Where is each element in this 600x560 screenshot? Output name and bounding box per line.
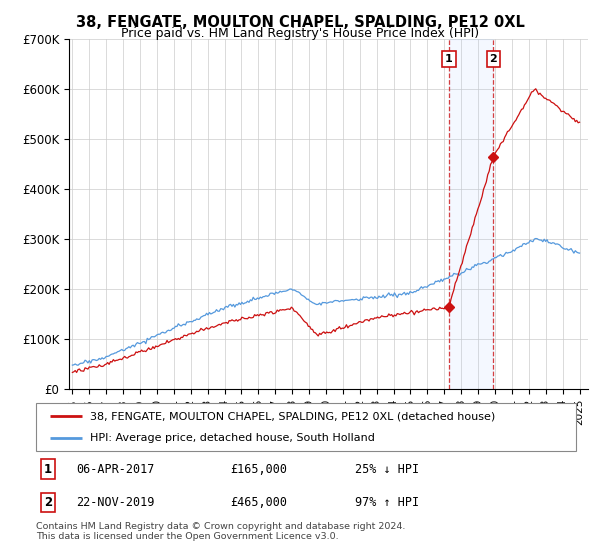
Text: 2: 2 xyxy=(44,496,52,509)
Text: Price paid vs. HM Land Registry's House Price Index (HPI): Price paid vs. HM Land Registry's House … xyxy=(121,27,479,40)
Bar xyxy=(449,39,493,389)
Text: 22-NOV-2019: 22-NOV-2019 xyxy=(77,496,155,509)
Text: 38, FENGATE, MOULTON CHAPEL, SPALDING, PE12 0XL (detached house): 38, FENGATE, MOULTON CHAPEL, SPALDING, P… xyxy=(90,411,495,421)
Text: 1: 1 xyxy=(44,463,52,475)
Text: HPI: Average price, detached house, South Holland: HPI: Average price, detached house, Sout… xyxy=(90,433,375,443)
Text: £165,000: £165,000 xyxy=(230,463,287,475)
Text: 1: 1 xyxy=(445,54,453,64)
Text: £465,000: £465,000 xyxy=(230,496,287,509)
Text: Contains HM Land Registry data © Crown copyright and database right 2024.
This d: Contains HM Land Registry data © Crown c… xyxy=(36,522,406,542)
FancyBboxPatch shape xyxy=(36,403,576,451)
Text: 25% ↓ HPI: 25% ↓ HPI xyxy=(355,463,419,475)
Text: 2: 2 xyxy=(490,54,497,64)
Text: 97% ↑ HPI: 97% ↑ HPI xyxy=(355,496,419,509)
Text: 38, FENGATE, MOULTON CHAPEL, SPALDING, PE12 0XL: 38, FENGATE, MOULTON CHAPEL, SPALDING, P… xyxy=(76,15,524,30)
Text: 06-APR-2017: 06-APR-2017 xyxy=(77,463,155,475)
